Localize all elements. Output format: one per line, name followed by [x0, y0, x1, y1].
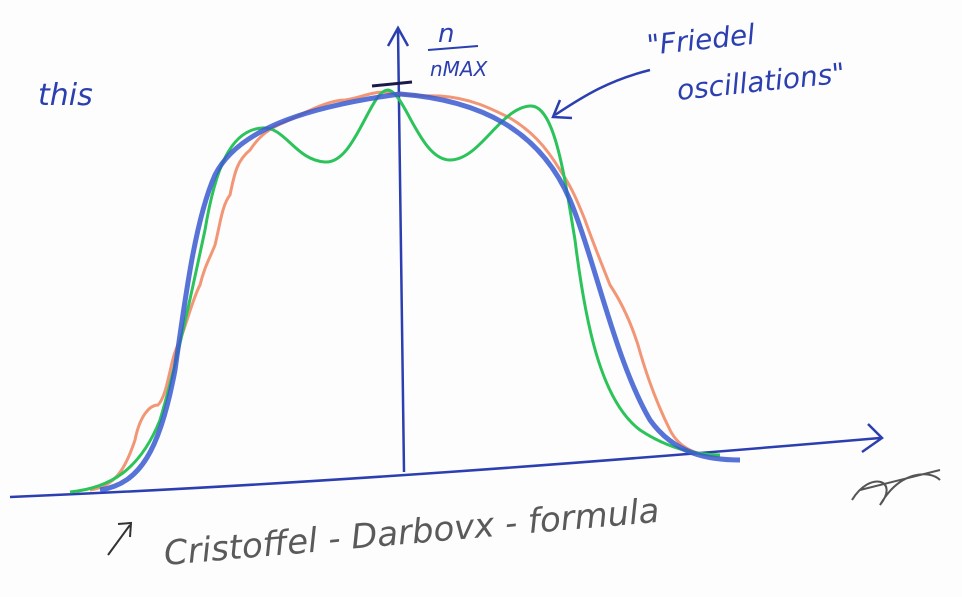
y-axis-denominator: nMAX — [430, 57, 489, 81]
y-axis-numerator: n — [438, 19, 454, 49]
page: this n nMAX "Friedel oscillations" Crist… — [0, 0, 962, 597]
margin-text: this — [38, 78, 93, 113]
sketch: this n nMAX "Friedel oscillations" Crist… — [0, 0, 962, 597]
